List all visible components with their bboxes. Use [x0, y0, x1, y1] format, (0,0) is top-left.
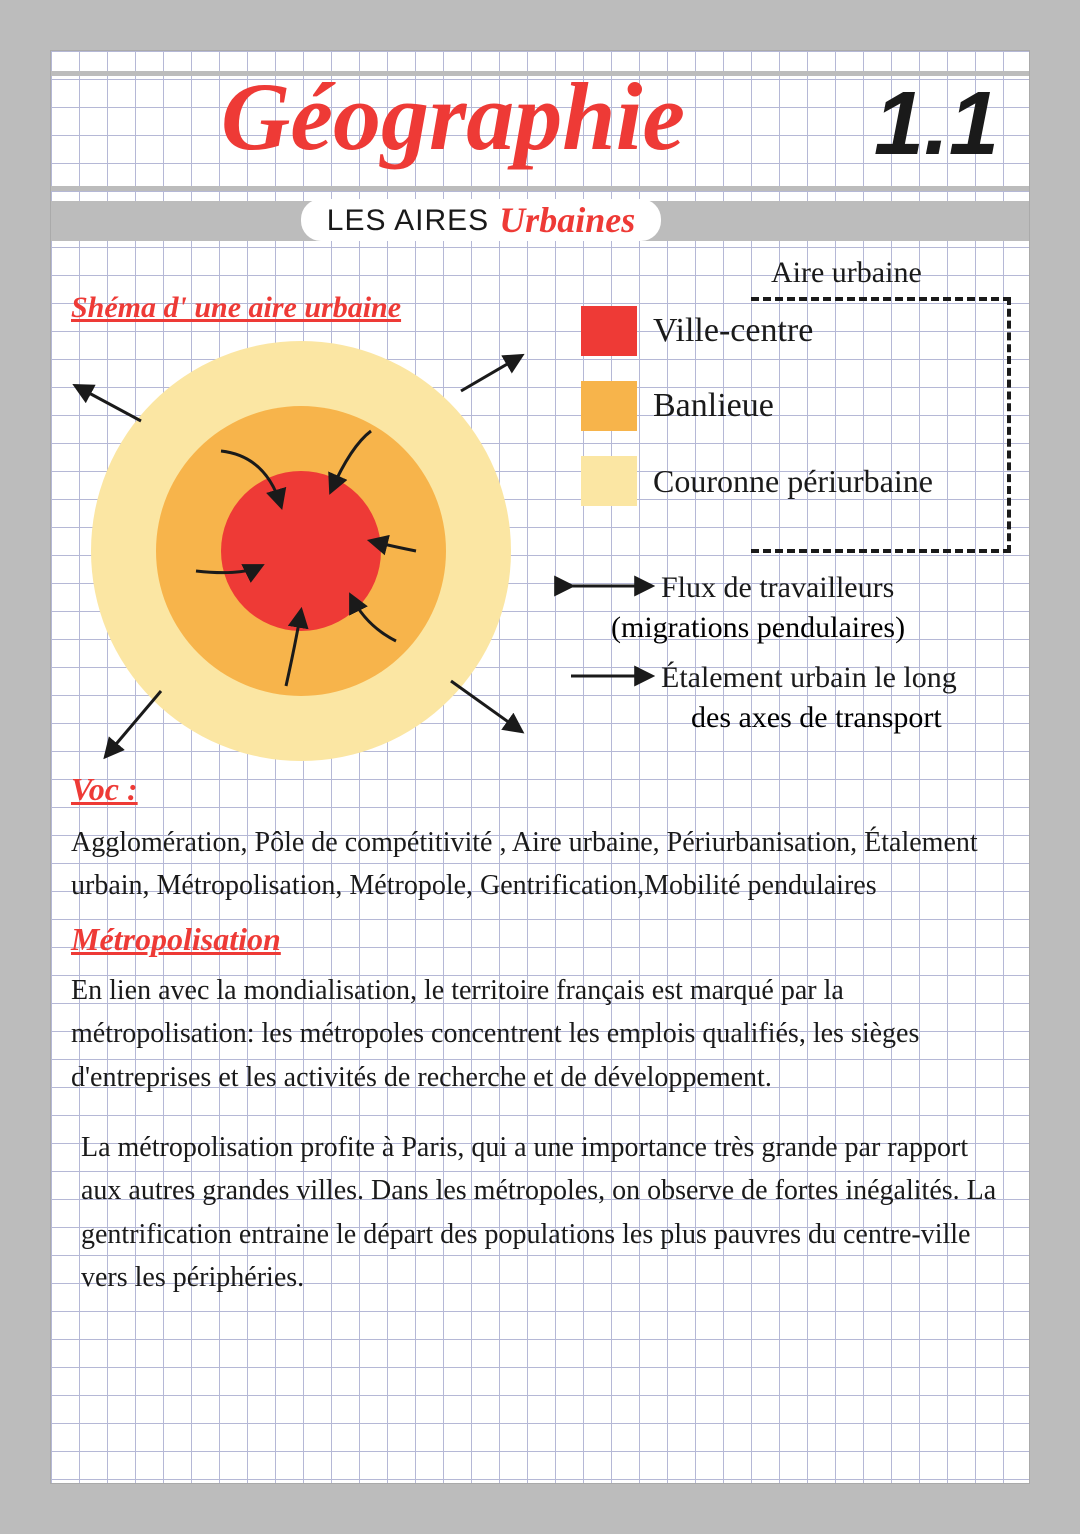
legend-etalement-sub: des axes de transport	[691, 701, 942, 735]
voc-text: Agglomération, Pôle de compétitivité , A…	[71, 821, 991, 908]
legend-label: Banlieue	[653, 387, 774, 425]
paper-sheet: Géographie 1.1 LES AIRES Urbaines Shéma …	[50, 50, 1030, 1484]
legend-etalement: Étalement urbain le long	[661, 661, 1021, 695]
metro-paragraph-1: En lien avec la mondialisation, le terri…	[71, 969, 991, 1099]
legend-swatch	[581, 306, 637, 356]
circle-ville-centre	[221, 471, 381, 631]
legend-swatch	[581, 381, 637, 431]
subtitle-upper: LES AIRES	[327, 204, 489, 238]
legend-item-ville-centre: Ville-centre	[581, 306, 813, 356]
voc-heading: Voc :	[71, 771, 138, 808]
page-title: Géographie	[221, 61, 685, 172]
schema-label: Shéma d' une aire urbaine	[71, 291, 401, 325]
legend-label: Couronne périurbaine	[653, 463, 953, 500]
metro-paragraph-2: La métropolisation profite à Paris, qui …	[81, 1126, 1011, 1300]
legend-item-couronne: Couronne périurbaine	[581, 456, 961, 506]
legend-item-banlieue: Banlieue	[581, 381, 774, 431]
legend-swatch	[581, 456, 637, 506]
legend-title: Aire urbaine	[771, 256, 922, 290]
page-number: 1.1	[874, 73, 999, 176]
metro-heading: Métropolisation	[71, 921, 281, 958]
subtitle-script: Urbaines	[499, 199, 635, 241]
legend-flux-sub: (migrations pendulaires)	[611, 611, 905, 645]
legend-flux: Flux de travailleurs	[661, 571, 1021, 605]
subtitle-pill: LES AIRES Urbaines	[301, 199, 661, 241]
legend-label: Ville-centre	[653, 312, 813, 350]
